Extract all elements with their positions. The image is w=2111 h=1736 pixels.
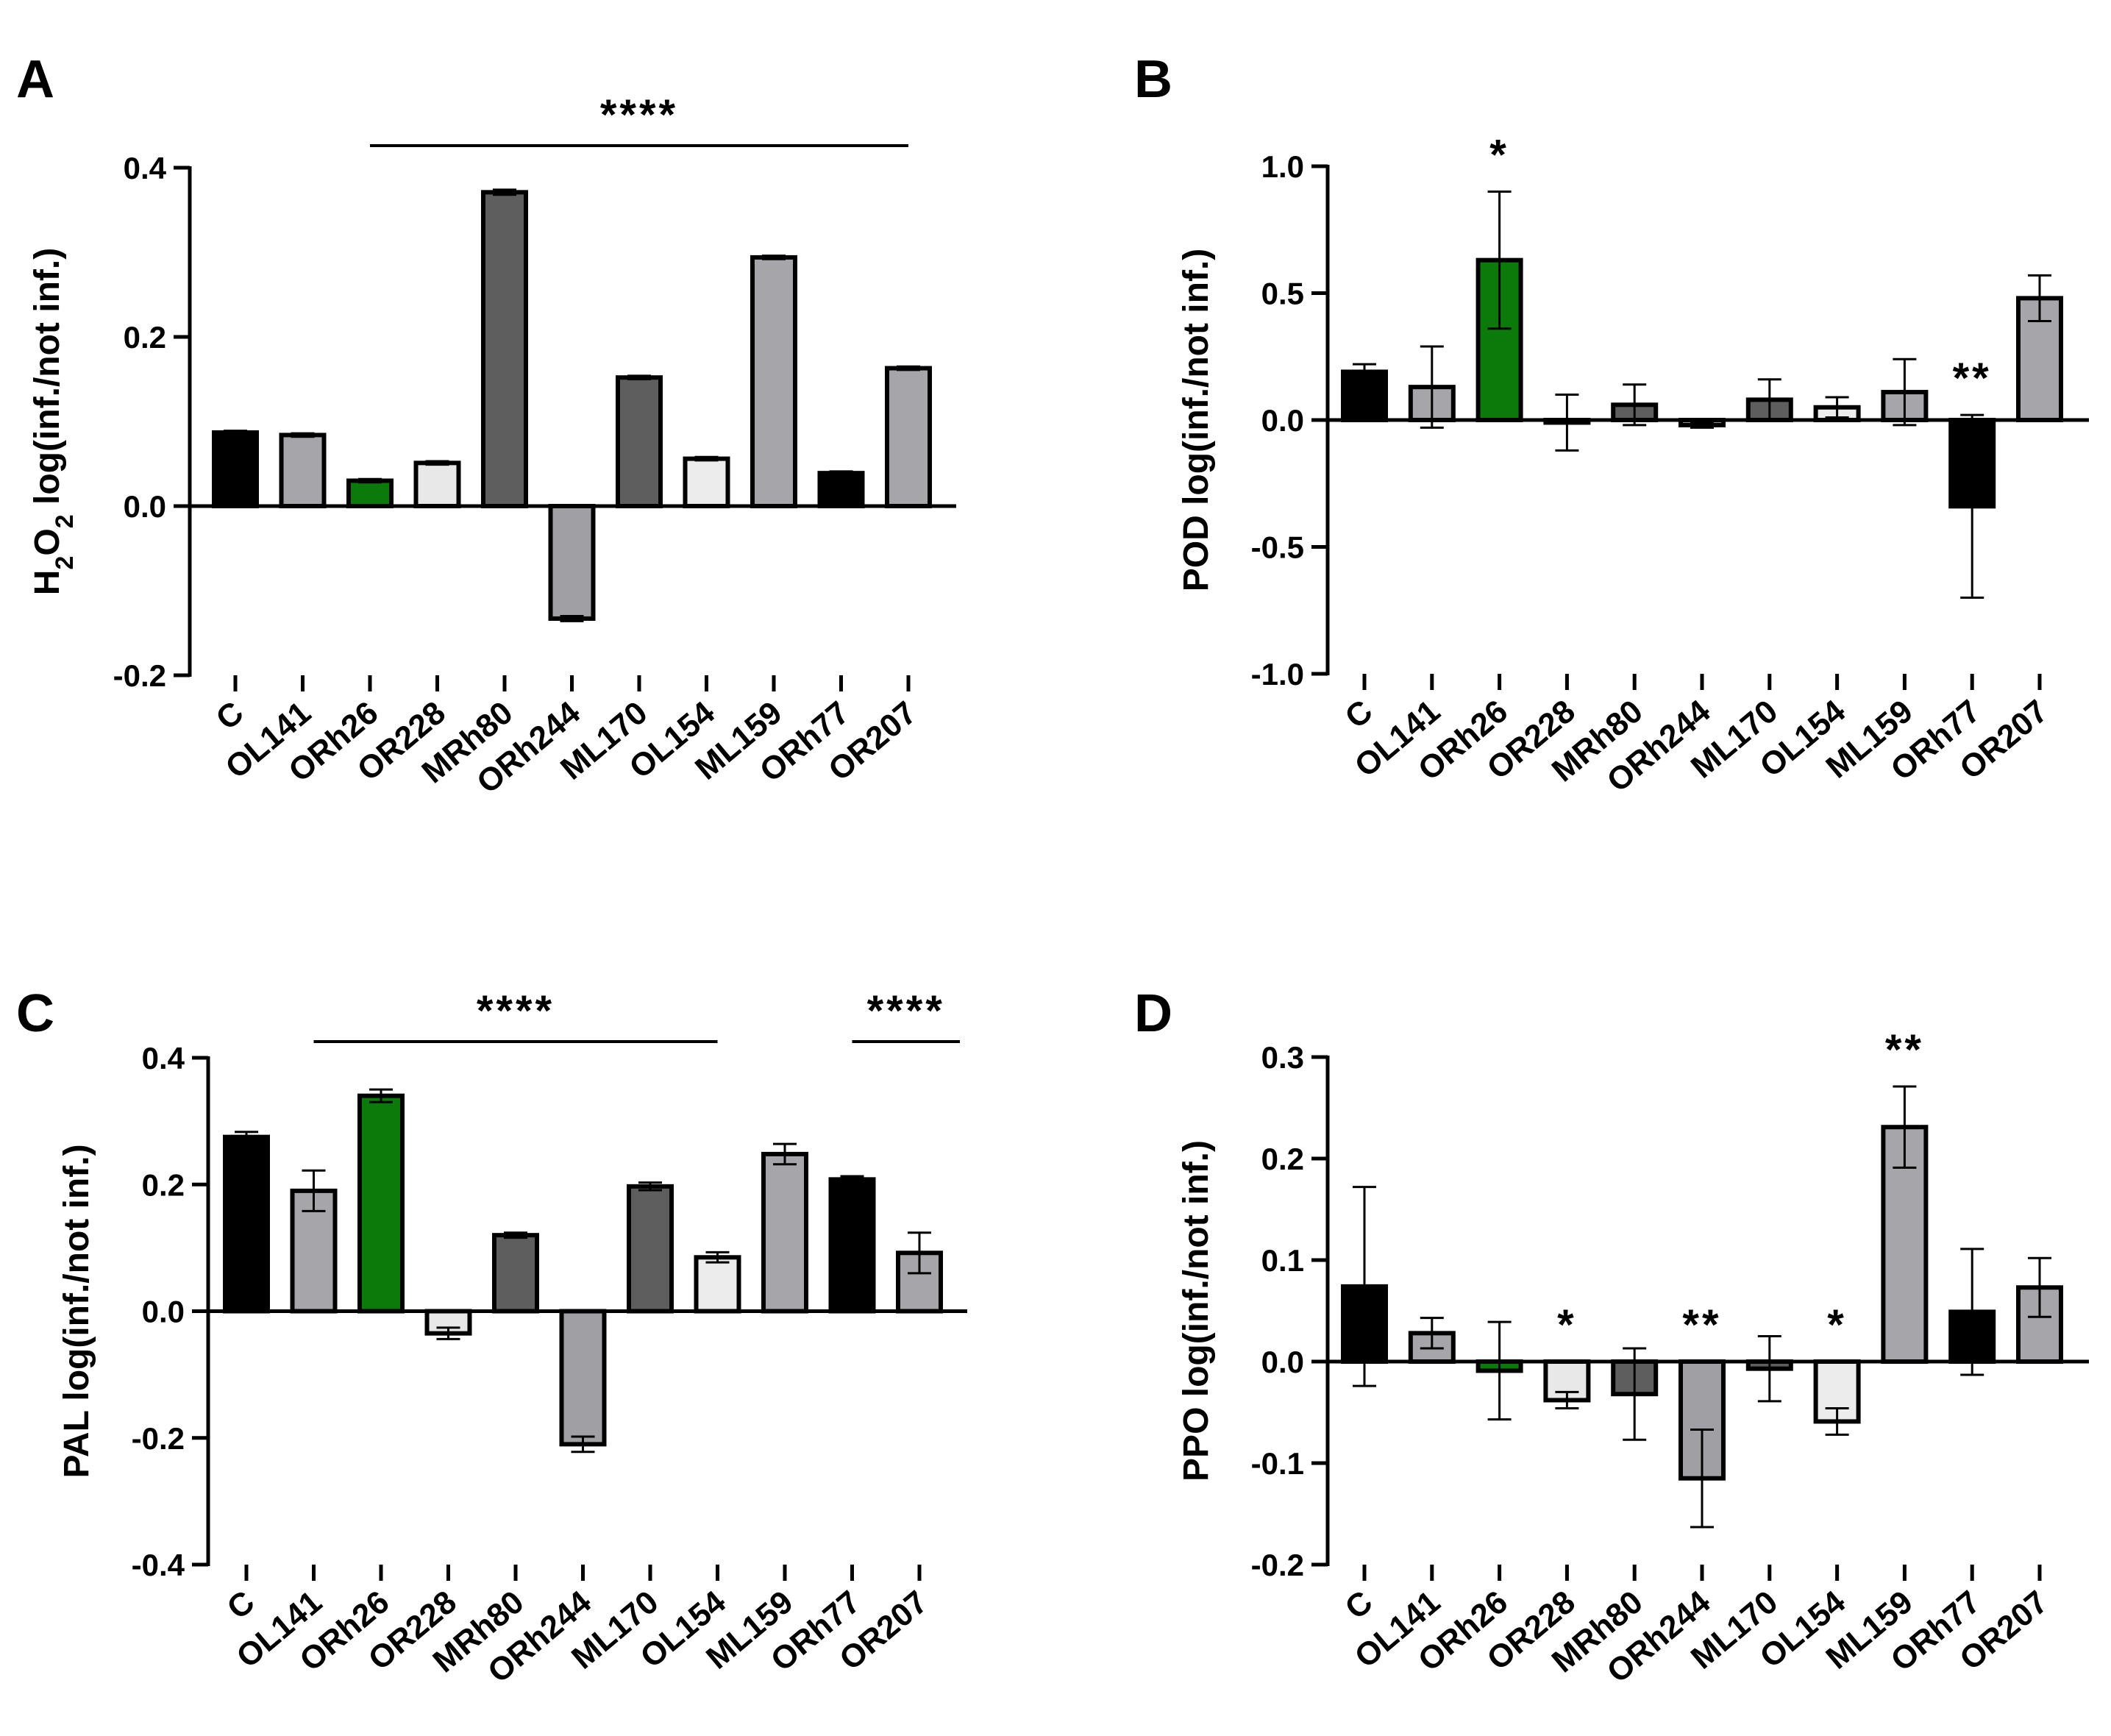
bar-ol154 [683, 456, 730, 508]
significance-label: ** [1885, 1026, 1924, 1074]
y-tick-label: 0.0 [1261, 1345, 1304, 1379]
y-tick-label: -0.2 [1251, 1548, 1304, 1582]
bar-or207 [885, 366, 932, 508]
x-tick-label: C [1339, 1584, 1380, 1626]
y-axis-label-part: 2 [51, 556, 79, 570]
y-axis-label-part: O [28, 528, 67, 555]
y-tick-label: -0.4 [132, 1548, 185, 1582]
bar-mrh80 [481, 190, 528, 508]
chart-panel-c: C PAL log(inf./not inf.) -0.4 -0.2 0.0 0.2 0.4… [16, 984, 967, 1690]
y-axis-label-part: log(inf./not inf.) [28, 248, 67, 515]
y-tick-label: 0.0 [124, 489, 166, 524]
y-tick-label: -0.1 [1251, 1446, 1304, 1481]
y-axis-label: POD log(inf./not inf.) [1177, 249, 1216, 592]
significance-label: * [1557, 1301, 1577, 1349]
y-axis-label-part: H [28, 570, 67, 596]
y-tick-label: -0.5 [1251, 530, 1304, 565]
bar-ol141 [279, 433, 327, 509]
y-tick-label: 0.4 [124, 151, 167, 185]
significance-label: * [1489, 132, 1509, 179]
significance-label: **** [477, 987, 555, 1035]
y-tick-label: 1.0 [1261, 149, 1304, 184]
y-tick-label: 0.2 [1261, 1142, 1304, 1176]
bar-orh26 [357, 1093, 405, 1314]
significance-label: **** [600, 91, 678, 139]
significance-label: **** [867, 987, 945, 1035]
bar-mrh80 [492, 1233, 539, 1314]
y-axis-label: PAL log(inf./not inf.) [57, 1144, 96, 1478]
significance-label: * [1827, 1301, 1847, 1349]
chart-panel-d: D PPO log(inf./not inf.) -0.2 -0.1 0.0 0.1 0.2… [1134, 984, 2089, 1690]
bar-orh77 [817, 471, 865, 509]
y-tick-label: 0.0 [142, 1295, 185, 1329]
panel-letter: C [16, 984, 54, 1043]
panel-letter: D [1134, 984, 1172, 1043]
y-tick-label: -0.2 [132, 1421, 185, 1456]
significance-label: ** [1953, 355, 1992, 402]
bar-c [212, 430, 259, 509]
significance-label: ** [1682, 1301, 1721, 1349]
chart-panel-b: B POD log(inf./not inf.) -1.0 -0.5 0.0 0.5 1.0… [1134, 50, 2089, 800]
y-axis-label: H2O2 log(inf./not inf.) [28, 248, 79, 595]
y-tick-label: 0.5 [1261, 277, 1304, 311]
x-tick-label: C [210, 694, 251, 737]
bar-ml170 [627, 1184, 674, 1314]
y-tick-label: -1.0 [1251, 657, 1304, 691]
panel-letter: B [1134, 50, 1172, 109]
bar-orh244 [559, 1309, 607, 1447]
bar-orh244 [548, 504, 596, 621]
y-axis-label: PPO log(inf./not inf.) [1177, 1140, 1216, 1481]
panel-letter: A [16, 50, 54, 109]
bar-or228 [413, 460, 461, 508]
bar-ml159 [761, 1151, 808, 1314]
x-tick-label: C [1339, 693, 1380, 736]
y-tick-label: 0.0 [1261, 403, 1304, 438]
bar-ml170 [616, 375, 663, 509]
y-axis-label-part: 2 [51, 514, 79, 528]
x-tick-label: C [221, 1584, 262, 1626]
y-tick-label: 0.4 [142, 1041, 185, 1075]
bar-orh26 [346, 478, 394, 508]
y-tick-label: 0.2 [142, 1167, 185, 1202]
y-tick-label: 0.3 [1261, 1040, 1304, 1075]
bar-ml159 [750, 255, 797, 508]
y-tick-label: -0.2 [113, 658, 166, 693]
y-tick-label: 0.1 [1261, 1243, 1304, 1278]
bar-orh77 [828, 1177, 876, 1314]
bar-ol154 [694, 1255, 741, 1314]
bar-c [223, 1134, 270, 1314]
y-tick-label: 0.2 [124, 320, 166, 355]
